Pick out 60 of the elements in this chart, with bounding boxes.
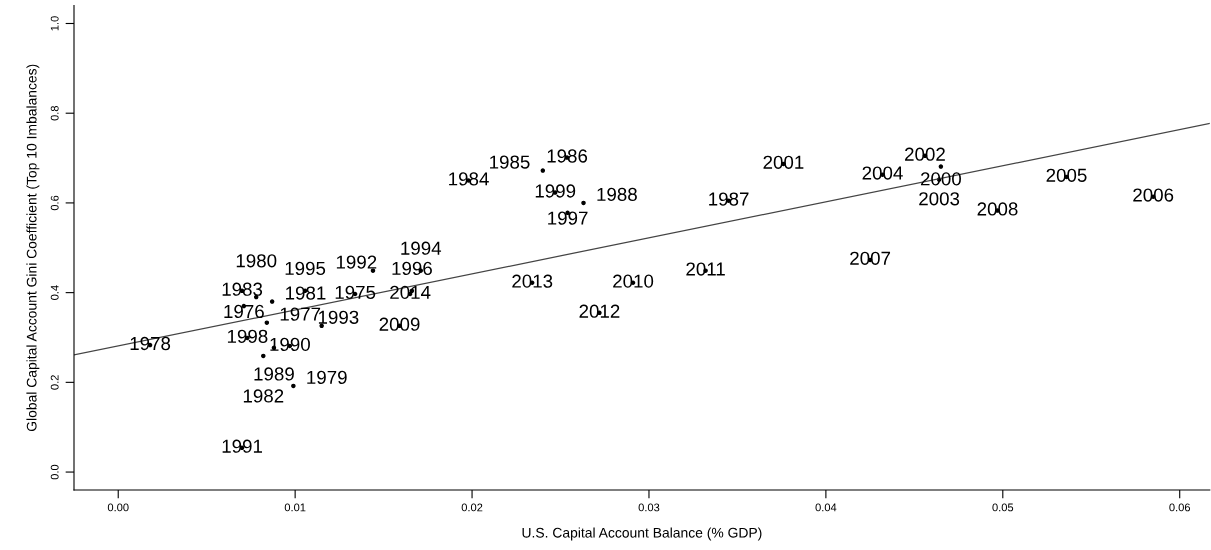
y-tick-label: 0.8 — [50, 105, 59, 121]
annotation: 1981 — [286, 286, 326, 300]
point — [540, 168, 546, 173]
y-tick-label: 0.2 — [50, 375, 59, 390]
point — [261, 353, 266, 359]
annotation: 1988 — [597, 187, 637, 202]
annotation: 1992 — [336, 255, 377, 269]
annotation: 2009 — [379, 317, 420, 331]
annotation: 2002 — [905, 147, 945, 161]
y-tick-label: 0.0 — [50, 464, 59, 480]
annotation: 2004 — [862, 166, 903, 180]
annotation: 1991 — [222, 439, 263, 453]
annotation: 1980 — [236, 254, 277, 268]
annotation: 2007 — [850, 251, 891, 265]
annotation: 1995 — [285, 261, 326, 276]
annotation: 1989 — [254, 367, 294, 381]
annotation: 2012 — [579, 304, 620, 318]
annotation: 1990 — [270, 337, 310, 352]
annotation: 2001 — [763, 155, 804, 169]
x-tick-label: 0.05 — [992, 503, 1014, 512]
annotation: 1976 — [224, 304, 264, 319]
annotation: 2005 — [1046, 168, 1087, 182]
annotation: 1998 — [227, 329, 268, 343]
x-tick-label: 0.01 — [284, 503, 306, 512]
y-axis-title: Global Capital Account Gini Coefficient (Top 10 Imbalances) — [26, 64, 40, 432]
annotation: 1994 — [401, 241, 442, 255]
x-tick-label: 0.00 — [107, 503, 129, 512]
point — [938, 164, 944, 169]
annotation: 1978 — [130, 336, 171, 351]
annotation: 2011 — [686, 262, 725, 276]
point — [269, 299, 275, 304]
y-tick-label: 0.6 — [50, 195, 59, 211]
y-tick-label: 0.4 — [50, 285, 59, 300]
annotation: 2003 — [919, 192, 960, 206]
x-axis-title: U.S. Capital Account Balance (% GDP) — [522, 527, 762, 541]
annotation: 1999 — [535, 184, 576, 198]
annotation: 2010 — [613, 274, 654, 288]
annotation: 1983 — [222, 282, 263, 296]
annotation: 1993 — [318, 310, 359, 324]
annotation: 1996 — [392, 261, 432, 276]
annotation: 1979 — [307, 370, 347, 385]
annotation: 1977 — [280, 307, 321, 321]
point — [581, 200, 586, 206]
annotation: 2013 — [512, 274, 553, 288]
point — [291, 383, 296, 389]
annotation: 1982 — [243, 389, 284, 403]
y-tick-label: 1.0 — [50, 16, 59, 31]
annotation: 1987 — [709, 192, 749, 206]
point — [264, 320, 270, 325]
annotation: 1986 — [547, 149, 588, 163]
annotation: 1984 — [449, 172, 489, 186]
annotation: 1997 — [548, 211, 588, 225]
annotation: 1975 — [335, 285, 376, 300]
x-tick-label: 0.03 — [638, 503, 660, 512]
annotation: 2006 — [1133, 188, 1174, 202]
x-tick-label: 0.04 — [815, 503, 837, 512]
x-tick-label: 0.06 — [1169, 503, 1191, 512]
annotation: 2008 — [977, 202, 1018, 216]
annotation: 1985 — [490, 155, 530, 169]
x-tick-label: 0.02 — [461, 503, 483, 512]
